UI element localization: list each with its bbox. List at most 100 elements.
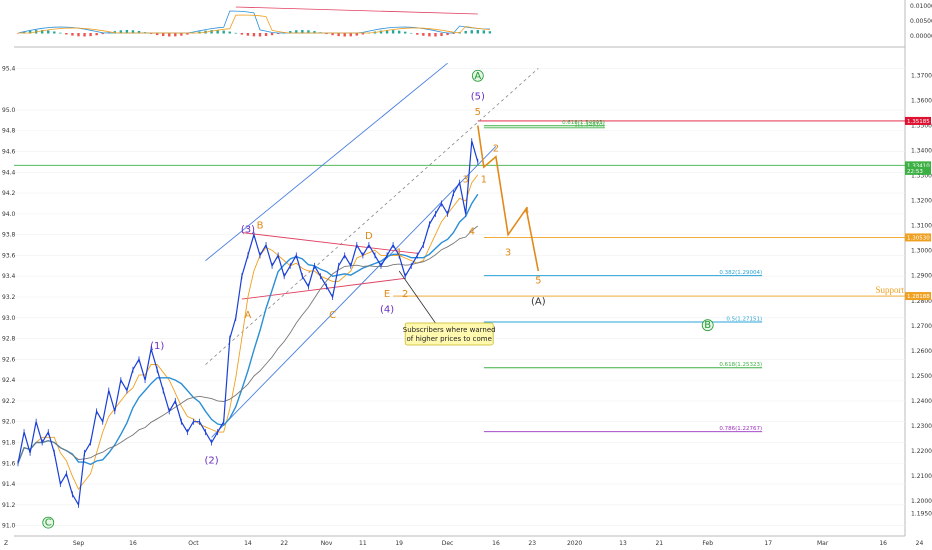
left-tick-label: 95.0 bbox=[2, 107, 16, 114]
right-tick-label: 1.33000 bbox=[911, 173, 932, 180]
right-tick-label: 1.26000 bbox=[911, 348, 932, 355]
oscillator-bar bbox=[343, 33, 346, 37]
left-axis: 95.4 95.0 94.8 94.6 94.4 94.2 94.0 93.8 93.6 93.4… bbox=[2, 65, 16, 529]
x-tick-label: Nov bbox=[321, 540, 333, 547]
x-tick-label: 19 bbox=[395, 540, 403, 547]
left-tick-label: 91.6 bbox=[2, 460, 16, 467]
oscillator-bar bbox=[89, 33, 92, 37]
x-tick-label: 21 bbox=[655, 540, 663, 547]
wave-label: (1) bbox=[150, 341, 164, 352]
callout-text-line1: Subscribers where warned bbox=[403, 326, 496, 334]
grid-lines bbox=[14, 68, 905, 526]
oscillator-bar bbox=[168, 33, 171, 37]
right-tick-label: 1.36000 bbox=[911, 98, 932, 105]
wave-label: 3 bbox=[463, 175, 469, 186]
oscillator-bar bbox=[125, 30, 129, 34]
oscillator-bar bbox=[434, 33, 437, 37]
wave-label: 4 bbox=[523, 206, 529, 217]
fib-level-label: 0.618(1.25323) bbox=[719, 362, 762, 368]
x-tick-label: 14 bbox=[244, 540, 252, 547]
oscillator-bar bbox=[349, 33, 352, 37]
wave-label: (3) bbox=[241, 225, 255, 236]
oscillator-bar bbox=[337, 33, 340, 37]
left-tick-label: 93.4 bbox=[2, 273, 16, 280]
left-tick-label: 94.4 bbox=[2, 169, 16, 176]
price-badge-label: 1.35185 bbox=[907, 119, 930, 125]
oscillator-bar bbox=[228, 31, 231, 34]
fib-level-label: 0.786(1.22767) bbox=[719, 426, 762, 432]
wave-label: (A) bbox=[531, 296, 546, 307]
left-tick-label: 91.2 bbox=[2, 502, 16, 509]
oscillator-bar bbox=[53, 31, 56, 34]
oscillator-line-slow bbox=[18, 14, 490, 34]
wave-label: A bbox=[244, 310, 251, 321]
left-tick-label: 92.4 bbox=[2, 377, 16, 384]
wave-label: 4 bbox=[469, 227, 475, 238]
left-tick-label: 92.6 bbox=[2, 356, 16, 363]
right-tick-label: 1.20000 bbox=[911, 498, 932, 505]
callout-box bbox=[404, 322, 494, 346]
right-tick-label: 1.27000 bbox=[911, 323, 932, 330]
oscillator-bar bbox=[222, 30, 225, 34]
oscillator-bar bbox=[361, 33, 365, 35]
oscillator-bar bbox=[113, 31, 116, 34]
oscillator-bar bbox=[313, 31, 316, 34]
oscillator-bar bbox=[240, 33, 244, 35]
oscillator-bar bbox=[404, 31, 407, 34]
wave-label: B bbox=[257, 220, 264, 231]
x-axis: Sep 16 Oct 14 22 Nov 11 19 Dec 16 23 2020 13 21 Feb 17 M… bbox=[4, 540, 924, 547]
x-tick-label: Dec bbox=[442, 540, 454, 547]
left-tick-label: 94.0 bbox=[2, 211, 16, 218]
price-badge bbox=[905, 233, 931, 242]
oscillator-bar bbox=[162, 33, 165, 37]
oscillator-divergence-line bbox=[235, 6, 478, 15]
oscillator-bar bbox=[452, 33, 455, 34]
x-tick-label: 24 bbox=[916, 540, 924, 547]
oscillator-bar bbox=[276, 33, 280, 34]
oscillator-bar bbox=[307, 30, 310, 34]
wave-circle bbox=[471, 69, 484, 82]
wave-label: 5 bbox=[535, 275, 541, 286]
right-tick-label: 1.22000 bbox=[911, 448, 932, 455]
right-tick-label: 1.29000 bbox=[911, 273, 932, 280]
channel-upper-line bbox=[205, 62, 448, 261]
price-badge-label: 1.33410 bbox=[907, 163, 930, 169]
right-tick-label: 1.23000 bbox=[911, 423, 932, 430]
oscillator-bar bbox=[210, 30, 213, 34]
oscillator-bar bbox=[131, 30, 135, 34]
oscillator-bar bbox=[464, 30, 467, 34]
oscillator-bar bbox=[71, 33, 74, 36]
wave-label: C bbox=[45, 518, 52, 529]
right-tick-label: 1.21000 bbox=[911, 473, 932, 480]
right-tick-label: 1.34000 bbox=[911, 148, 932, 155]
wave-label: D bbox=[365, 231, 373, 242]
fib-level-label: 0.618(1.34993) bbox=[562, 120, 605, 126]
callout-text-line2: of higher prices to come bbox=[406, 335, 491, 343]
left-tick-label: 91.4 bbox=[2, 481, 16, 488]
wave-label: 5 bbox=[475, 107, 481, 118]
oscillator-bar bbox=[234, 32, 237, 34]
callout-pointer bbox=[398, 270, 436, 324]
wave-circle bbox=[42, 516, 55, 529]
fib-level-label: 0.5(1.27151) bbox=[726, 317, 762, 323]
triangle-lower-line bbox=[241, 277, 406, 300]
oscillator-bar bbox=[47, 30, 50, 34]
right-tick-label: 1.35000 bbox=[911, 123, 932, 130]
left-tick-label: 92.0 bbox=[2, 419, 16, 426]
x-tick-label: Sep bbox=[73, 540, 85, 547]
left-tick-label: 93.2 bbox=[2, 294, 16, 301]
wave-label: C bbox=[329, 310, 336, 321]
wave-label: (4) bbox=[380, 305, 394, 316]
left-tick-label: 93.6 bbox=[2, 252, 16, 259]
wave-label: B bbox=[704, 320, 711, 331]
price-badge-label: 22:53 bbox=[907, 169, 923, 175]
oscillator-bar bbox=[28, 30, 32, 34]
left-tick-label: 91.0 bbox=[2, 523, 16, 530]
left-tick-label: 94.6 bbox=[2, 149, 16, 156]
price-series bbox=[17, 138, 479, 508]
x-tick-label: 16 bbox=[879, 540, 887, 547]
oscillator-bar bbox=[428, 33, 431, 37]
